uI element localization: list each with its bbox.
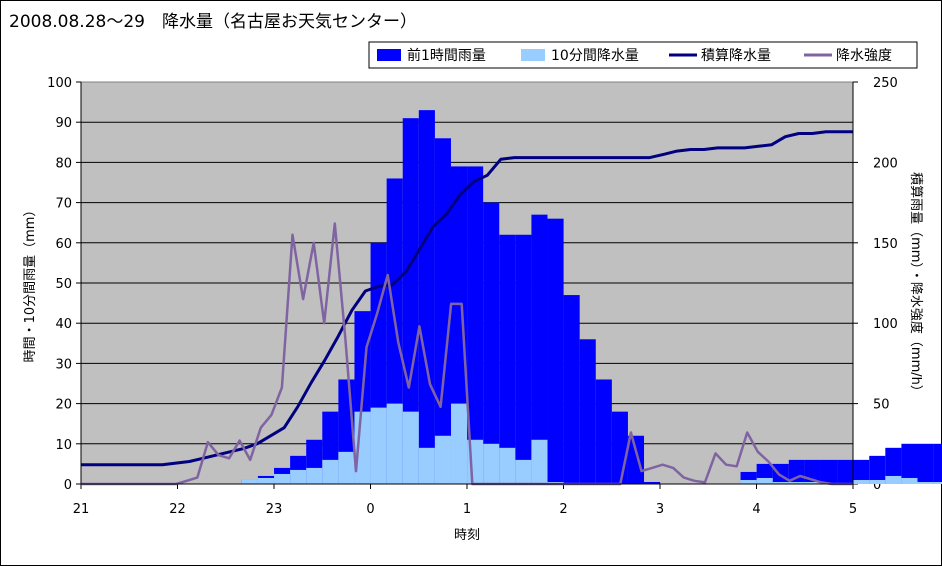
legend-swatch [521, 49, 545, 61]
tenmin-rain-bar [322, 459, 339, 484]
tenmin-rain-bar [885, 475, 902, 484]
hourly-rain-bar [772, 463, 789, 484]
tenmin-rain-bar [450, 403, 468, 484]
hourly-rain-bar [531, 214, 548, 484]
x-tick-label: 5 [849, 502, 857, 517]
y-right-tick-label: 150 [873, 237, 898, 252]
tenmin-rain-bar [290, 469, 307, 484]
y-left-tick-label: 80 [55, 156, 72, 171]
tenmin-rain-bar [917, 481, 934, 484]
tenmin-rain-bar [515, 459, 532, 484]
tenmin-rain-bar [241, 479, 258, 484]
rain-intensity-line [81, 222, 853, 486]
tenmin-rain-bar [853, 479, 870, 484]
y-left-tick-label: 100 [47, 76, 72, 91]
tenmin-rain-bar [804, 481, 821, 484]
y-left-tick-label: 50 [55, 277, 72, 292]
hourly-rain-bar [467, 166, 484, 485]
hourly-rain-bar [515, 234, 532, 484]
y-left-axis-title: 時間・10分間雨量（mm） [23, 204, 38, 363]
y-left-tick-label: 40 [55, 317, 72, 332]
tenmin-rain-bar [257, 477, 275, 484]
tenmin-rain-bar [756, 477, 773, 484]
tenmin-rain-bar [386, 403, 403, 484]
hourly-rain-bar [644, 481, 661, 484]
x-tick-label: 0 [366, 502, 374, 517]
x-tick-label: 23 [266, 502, 283, 517]
legend-swatch [377, 49, 401, 61]
legend-label: 10分間降水量 [551, 48, 639, 64]
tenmin-rain-bar [483, 443, 500, 484]
tenmin-rain-bar [869, 479, 886, 484]
legend-label: 前1時間雨量 [407, 47, 486, 64]
tenmin-rain-bar [418, 447, 435, 484]
hourly-rain-bar [434, 138, 451, 484]
chart-title: 2008.08.28～29 降水量（名古屋お天気センター） [9, 12, 417, 32]
x-tick-label: 3 [656, 502, 664, 517]
hourly-rain-bar [869, 455, 886, 484]
hourly-rain-bar [837, 459, 854, 484]
y-left-tick-label: 0 [64, 478, 72, 493]
tenmin-rain-bar [772, 481, 789, 484]
cumulative-rain-line [81, 130, 853, 467]
hourly-rain-bar [579, 339, 596, 484]
tenmin-rain-bar [434, 435, 451, 484]
hourly-rain-bar [885, 447, 902, 484]
hourly-rain-bar [611, 411, 628, 484]
y-left-tick-label: 20 [55, 398, 72, 413]
hourly-rain-bar [933, 443, 942, 484]
y-right-tick-label: 0 [873, 478, 881, 493]
y-right-tick-label: 250 [873, 76, 898, 91]
tenmin-rain-bar [370, 407, 387, 484]
hourly-rain-bar [418, 110, 435, 484]
hourly-rain-bar [853, 459, 870, 484]
y-right-axis-title: 積算雨量（mm）・降水強度（mm/h） [908, 172, 924, 398]
x-axis-title: 時刻 [454, 528, 480, 543]
y-left-tick-label: 60 [55, 237, 72, 252]
x-tick-label: 1 [463, 502, 471, 517]
tenmin-rain-bar [338, 451, 355, 484]
y-left-tick-label: 70 [55, 197, 72, 212]
x-tick-label: 21 [73, 502, 90, 517]
tenmin-rain-bar [740, 479, 757, 484]
y-right-tick-label: 50 [873, 398, 890, 413]
hourly-rain-bar [595, 379, 612, 484]
y-left-tick-label: 90 [55, 116, 72, 131]
hourly-rain-bar [547, 218, 564, 484]
tenmin-rain-bar [788, 481, 805, 484]
x-tick-label: 22 [169, 502, 186, 517]
hourly-rain-bar [563, 295, 580, 484]
hourly-rain-bar [917, 443, 934, 484]
hourly-rain-bar [820, 459, 838, 484]
y-right-tick-label: 200 [873, 156, 898, 171]
y-left-tick-label: 10 [55, 438, 72, 453]
hourly-rain-bar [627, 435, 645, 484]
legend-label: 積算降水量 [701, 48, 771, 64]
hourly-rain-bar [483, 202, 500, 484]
y-right-tick-label: 100 [873, 317, 898, 332]
tenmin-rain-bar [274, 473, 291, 484]
tenmin-rain-bar [531, 439, 548, 484]
x-tick-label: 2 [559, 502, 567, 517]
tenmin-rain-bar [402, 411, 419, 484]
tenmin-rain-bar [306, 467, 323, 484]
hourly-rain-bar [499, 234, 516, 484]
y-left-tick-label: 30 [55, 357, 72, 372]
legend-label: 降水強度 [836, 48, 892, 64]
hourly-rain-bar [402, 118, 419, 485]
tenmin-rain-bar [933, 481, 942, 484]
tenmin-rain-bar [901, 477, 918, 484]
hourly-rain-bar [901, 443, 918, 484]
tenmin-rain-bar [499, 447, 516, 484]
x-tick-label: 4 [752, 502, 760, 517]
